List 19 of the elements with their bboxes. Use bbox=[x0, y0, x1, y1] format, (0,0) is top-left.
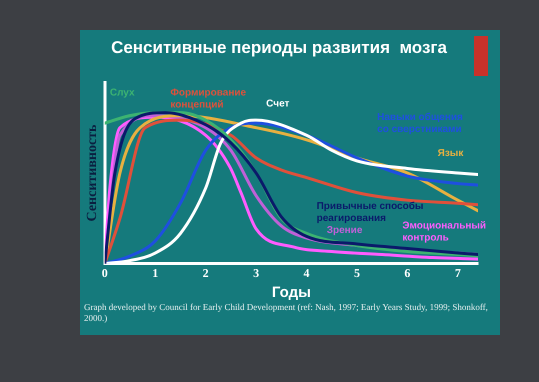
x-tick-label: 7 bbox=[454, 266, 461, 280]
series-label: Зрение bbox=[326, 225, 363, 236]
chart-title: Сенситивные периоды развития мозга bbox=[111, 38, 448, 57]
x-tick-label: 1 bbox=[152, 266, 158, 280]
x-axis-title: Годы bbox=[272, 284, 311, 302]
series-label: Формирование концепций bbox=[170, 88, 247, 111]
text: Graph developed by Council for Early Child Development (ref: Nash, 1997; Early Years Study, 1999; Shonkoff, 2000.) bbox=[84, 302, 489, 324]
series-label: Счет bbox=[266, 98, 290, 110]
y-axis-title: Сенситивность bbox=[85, 124, 100, 222]
text: Язык bbox=[438, 148, 464, 160]
x-tick-label: 6 bbox=[404, 266, 410, 280]
x-tick-label: 4 bbox=[304, 266, 310, 280]
x-tick-label: 5 bbox=[354, 266, 360, 280]
series-label: Слух bbox=[110, 88, 135, 99]
text: Навыки общения со сверстниками bbox=[377, 112, 464, 135]
x-tick-label: 2 bbox=[202, 266, 209, 280]
x-tick-label: 3 bbox=[253, 266, 260, 280]
series-label: Эмоциональный контроль bbox=[402, 220, 486, 244]
x-tick-label: 0 bbox=[102, 266, 108, 280]
